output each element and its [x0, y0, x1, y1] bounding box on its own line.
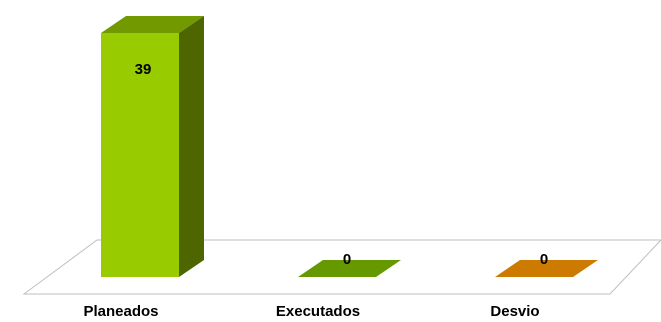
category-label-executados: Executados — [276, 303, 360, 320]
chart-bars — [101, 16, 598, 277]
chart-labels: 39 Planeados 0 Executados 0 Desvio — [83, 61, 548, 320]
bar-flat-desvio — [495, 260, 598, 277]
bar-flat-executados — [298, 260, 401, 277]
bar-side-planeados — [179, 16, 204, 277]
data-label-planeados: 39 — [135, 61, 152, 78]
category-label-planeados: Planeados — [83, 303, 158, 320]
bar-planeados — [101, 16, 204, 277]
data-label-executados: 0 — [343, 251, 351, 268]
bar-desvio — [495, 260, 598, 277]
category-label-desvio: Desvio — [490, 303, 539, 320]
data-label-desvio: 0 — [540, 251, 548, 268]
bar-executados — [298, 260, 401, 277]
bar-top-planeados — [101, 16, 204, 33]
bar-front-planeados — [101, 33, 179, 277]
